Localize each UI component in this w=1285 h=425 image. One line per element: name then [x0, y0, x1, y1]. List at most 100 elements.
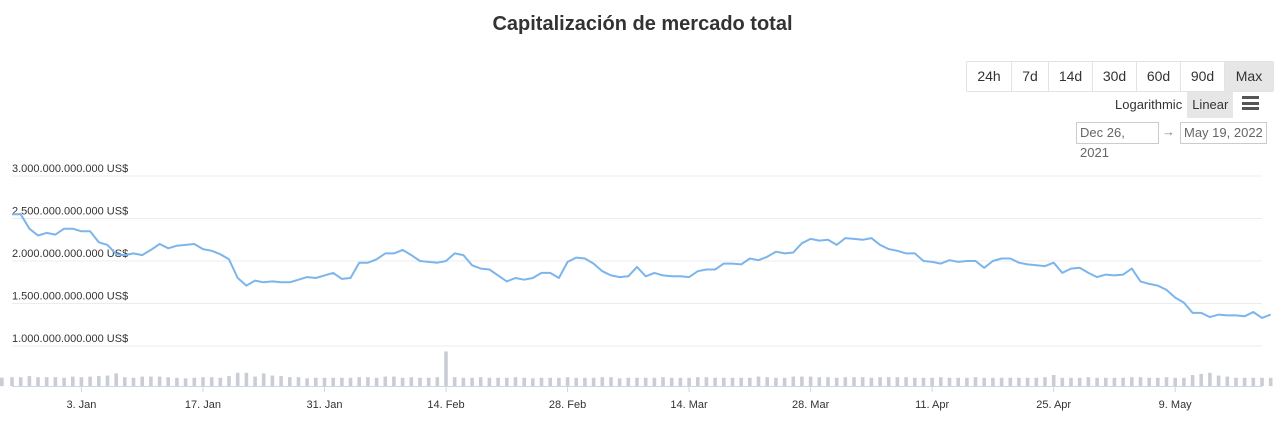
x-tick-label: 17. Jan: [185, 399, 221, 411]
x-tick-label: 11. Apr: [915, 399, 949, 411]
volume-bar: [1234, 377, 1238, 387]
volume-bar: [800, 376, 804, 386]
volume-bar: [913, 377, 917, 387]
volume-bar: [999, 377, 1004, 387]
range-button-60d[interactable]: 60d: [1137, 62, 1181, 91]
volume-bar: [739, 377, 743, 387]
range-button-90d[interactable]: 90d: [1181, 62, 1225, 91]
volume-bar: [921, 377, 926, 387]
range-button-24h[interactable]: 24h: [967, 62, 1012, 91]
volume-bar: [53, 377, 58, 386]
volume-bar: [1199, 373, 1203, 386]
volume-bar: [374, 377, 379, 387]
volume-bar: [548, 377, 552, 387]
volume-bar: [227, 376, 231, 386]
range-button-30d[interactable]: 30d: [1093, 62, 1137, 91]
volume-bar: [288, 377, 292, 386]
volume-bar: [826, 377, 830, 386]
volume-bar: [44, 377, 49, 386]
chart-title: Capitalización de mercado total: [492, 13, 793, 35]
volume-bar: [852, 377, 856, 386]
volume-bar: [270, 375, 275, 386]
x-tick-label: 14. Feb: [427, 399, 464, 411]
volume-bar: [1034, 377, 1039, 387]
volume-bar: [886, 377, 891, 386]
range-button-max[interactable]: Max: [1225, 62, 1273, 91]
date-to-input[interactable]: May 19, 2022: [1180, 122, 1267, 144]
volume-bar: [904, 377, 908, 386]
volume-bar: [505, 377, 509, 387]
volume-bar: [366, 377, 370, 386]
volume-bar: [175, 377, 179, 387]
volume-bar: [574, 377, 578, 387]
volume-bar: [1095, 377, 1099, 387]
range-selector: 24h 7d 14d 30d 60d 90d Max: [966, 61, 1274, 92]
volume-bar: [348, 377, 353, 387]
volume-bar: [531, 378, 535, 386]
volume-bar: [661, 377, 665, 386]
range-button-14d[interactable]: 14d: [1049, 62, 1093, 91]
volume-bar: [869, 377, 874, 387]
volume-bar: [704, 377, 709, 386]
volume-bar: [279, 376, 283, 386]
volume-bar: [539, 377, 544, 387]
volume-bar: [1060, 377, 1065, 387]
volume-bar: [487, 377, 492, 387]
volume-bar: [791, 376, 796, 386]
volume-bar: [1025, 377, 1030, 387]
volume-bar: [834, 377, 839, 387]
volume-bar: [1130, 377, 1134, 386]
volume-bar: [0, 377, 4, 387]
volume-bar: [1051, 375, 1056, 386]
volume-bar: [1121, 377, 1125, 387]
x-tick-label: 14. Mar: [670, 399, 708, 411]
volume-bar: [209, 377, 214, 386]
volume-bar: [79, 377, 84, 386]
volume-bar: [157, 376, 162, 386]
volume-bar: [947, 377, 952, 387]
volume-bar: [696, 377, 700, 386]
volume-bar: [253, 376, 257, 386]
volume-bar: [261, 373, 266, 387]
volume-bar: [939, 377, 943, 386]
volume-bar: [1225, 376, 1230, 386]
range-button-7d[interactable]: 7d: [1012, 62, 1049, 91]
volume-bar: [340, 377, 344, 387]
volume-bar: [1008, 377, 1013, 387]
volume-bar: [982, 377, 986, 387]
x-tick-label: 28. Mar: [792, 399, 830, 411]
volume-bar: [435, 377, 440, 386]
hamburger-menu-icon[interactable]: [1242, 96, 1259, 110]
volume-bar: [1112, 377, 1117, 387]
volume-bar: [461, 377, 466, 387]
volume-bar: [1017, 377, 1021, 387]
volume-bar: [97, 376, 101, 386]
volume-bar: [557, 377, 561, 387]
volume-bar: [643, 377, 648, 387]
volume-bar: [652, 377, 657, 387]
volume-bar: [296, 377, 301, 386]
volume-bar: [496, 377, 500, 387]
volume-bar: [1216, 375, 1221, 386]
volume-bar: [991, 377, 995, 387]
volume-bar: [756, 376, 761, 386]
volume-bar: [88, 376, 92, 386]
volume-bar: [765, 377, 769, 386]
volume-bar: [305, 378, 309, 386]
x-tick-label: 3. Jan: [66, 399, 96, 411]
volume-bar: [1156, 377, 1160, 387]
volume-bar: [617, 378, 622, 386]
volume-bar: [1086, 377, 1091, 386]
volume-bar: [105, 375, 110, 386]
volume-bar: [149, 376, 153, 386]
volume-bar: [600, 377, 605, 386]
logarithmic-option[interactable]: Logarithmic: [1115, 97, 1183, 112]
y-tick-label: 2.500.000.000.000 US$: [12, 206, 128, 218]
scale-toggle: Logarithmic Linear: [1110, 92, 1234, 118]
date-from-input[interactable]: Dec 26, 2021: [1076, 122, 1159, 160]
volume-bar: [669, 377, 674, 387]
volume-bar: [965, 377, 969, 387]
linear-option[interactable]: Linear: [1187, 92, 1234, 118]
volume-bar: [452, 377, 457, 386]
volume-bar: [1077, 377, 1082, 387]
